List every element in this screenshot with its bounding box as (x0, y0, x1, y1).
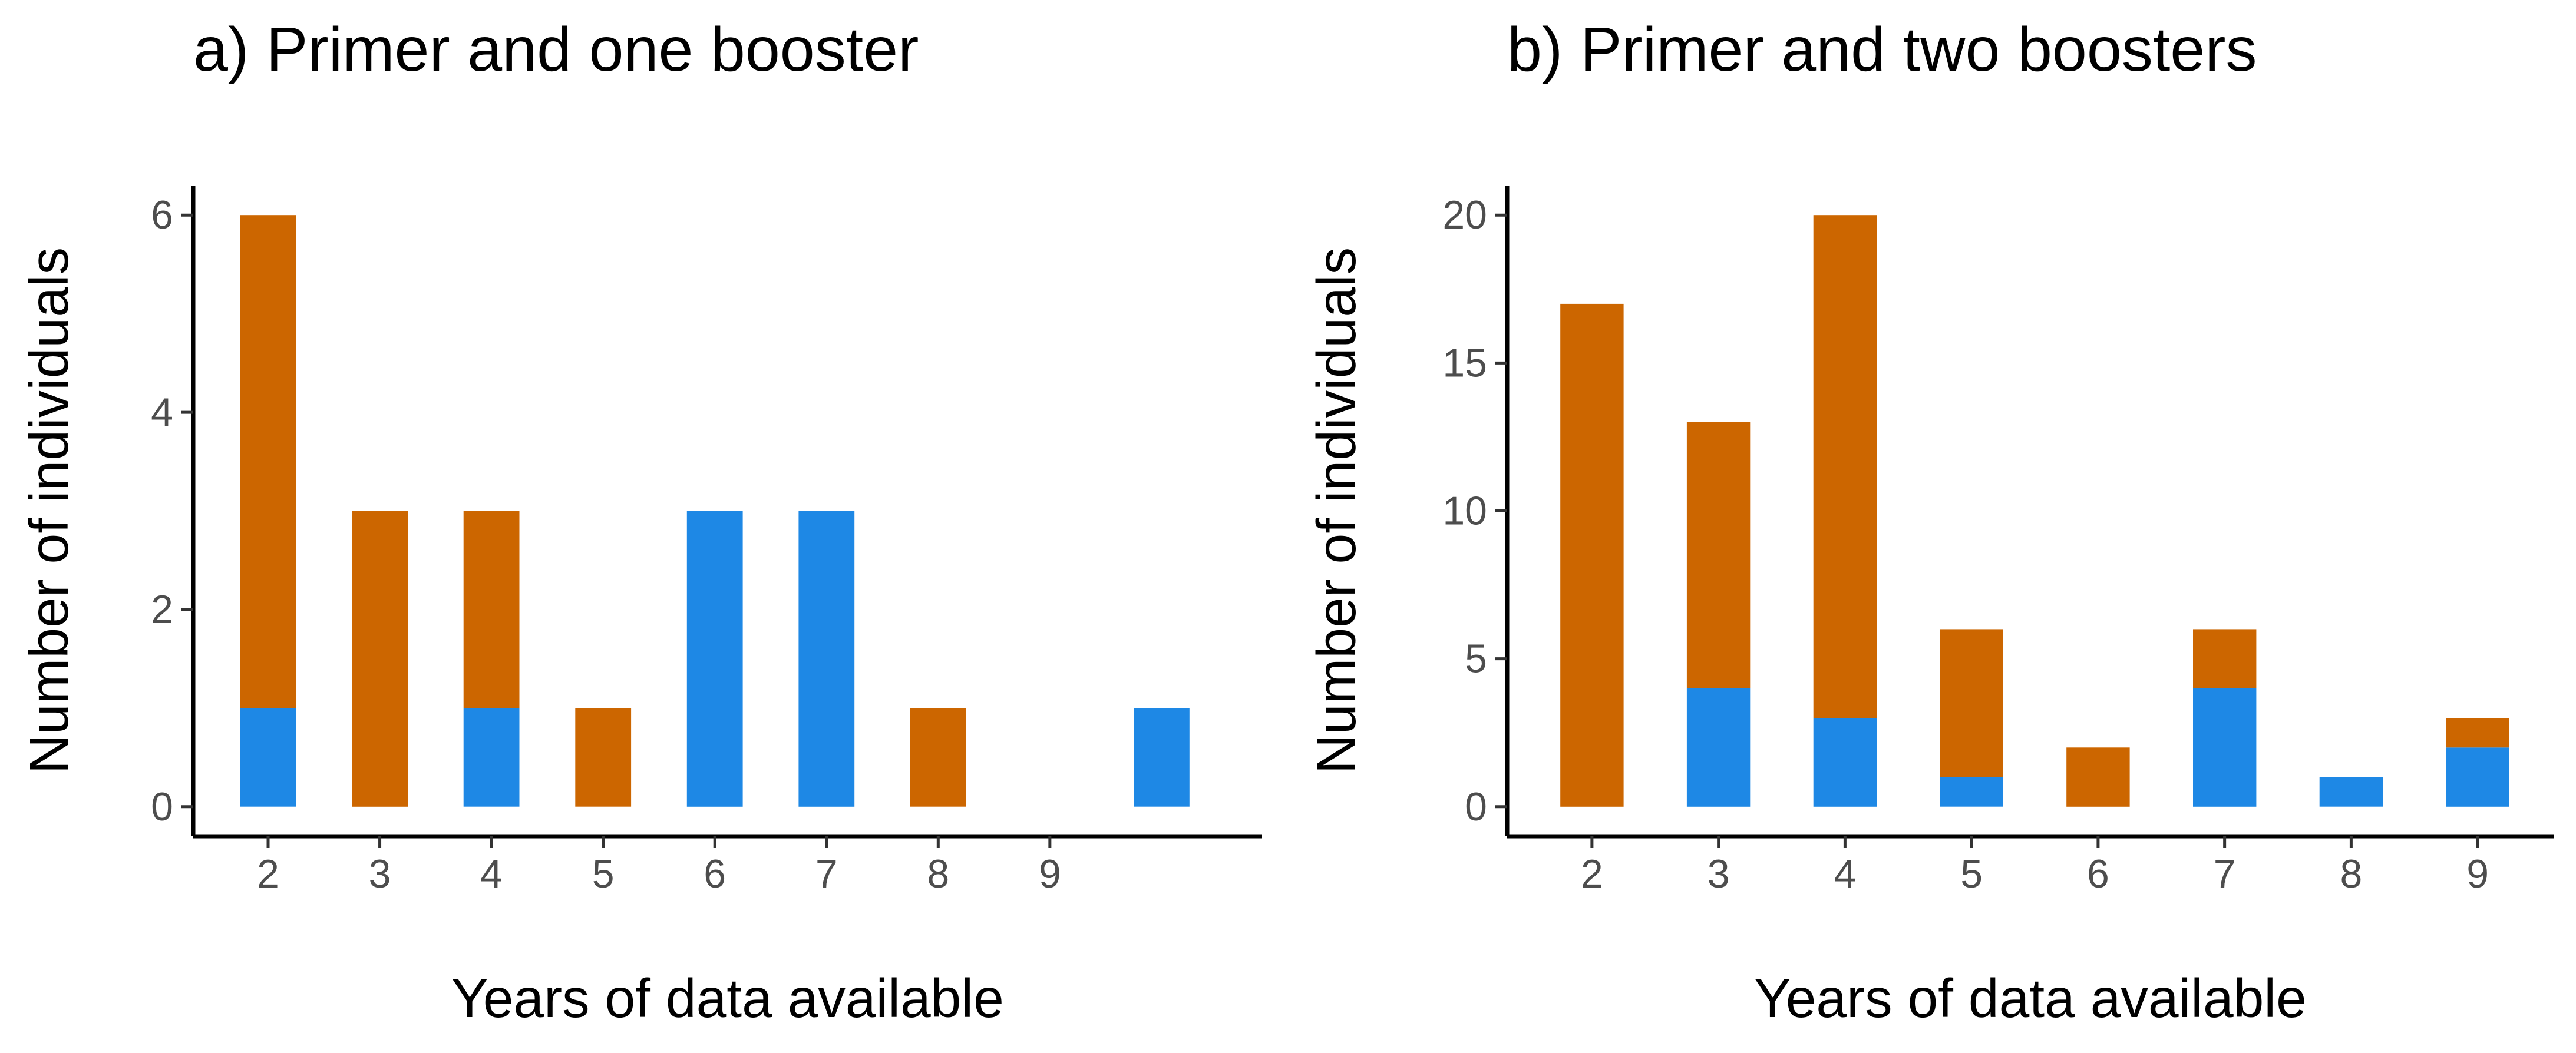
panel-b-bar-orange-0 (1560, 303, 1624, 807)
panel-a-bar-orange-2 (463, 511, 520, 708)
panel-a-y-tick-label-0: 0 (151, 784, 173, 829)
panel-a-y-axis-title: Number of individuals (18, 247, 80, 774)
panel-b-bar-blue-2 (1813, 718, 1877, 807)
panel-a-bar-blue-8 (1134, 708, 1190, 807)
panel-a-y-tick-label-2: 4 (151, 390, 173, 435)
panel-a-x-tick-label-0: 2 (257, 852, 279, 896)
panel-b-x-tick-label-7: 9 (2466, 852, 2489, 896)
panel-b-x-tick-label-5: 7 (2214, 852, 2236, 896)
panel-a-bar-blue-4 (686, 511, 743, 807)
panel-a-bar-orange-1 (352, 511, 408, 807)
panel-b-y-tick-label-0: 0 (1465, 784, 1487, 829)
panel-b-y-tick-label-3: 15 (1442, 340, 1487, 385)
panel-a-bar-blue-2 (463, 708, 520, 807)
panel-a-x-tick-label-1: 3 (369, 852, 391, 896)
panel-a-bar-orange-6 (910, 708, 966, 807)
panel-b-title: b) Primer and two boosters (1507, 15, 2257, 84)
panel-b-bar-orange-3 (1940, 629, 2003, 777)
panel-b-bar-orange-5 (2193, 629, 2257, 688)
panel-a-bar-orange-0 (240, 215, 296, 708)
panel-b-x-tick-label-1: 3 (1708, 852, 1730, 896)
panel-b-bar-blue-7 (2446, 747, 2509, 807)
panel-a-title: a) Primer and one booster (193, 15, 919, 84)
panel-b-x-tick-label-3: 5 (1960, 852, 1983, 896)
panel-b-y-tick-label-2: 10 (1442, 489, 1487, 534)
panel-b-x-tick-label-6: 8 (2340, 852, 2362, 896)
panel-b: b) Primer and two boosters 0 5 10 15 20 2 3 4 5… (1306, 15, 2554, 1029)
panel-b-x-tick-label-0: 2 (1581, 852, 1603, 896)
panel-b-x-ticks: 2 3 4 5 6 7 8 9 (1581, 836, 2489, 896)
panel-a-y-ticks: 0 2 4 6 (151, 193, 193, 829)
panel-b-x-tick-label-2: 4 (1834, 852, 1856, 896)
panel-a-x-tick-label-4: 6 (704, 852, 726, 896)
panel-b-x-axis-title: Years of data available (1754, 968, 2307, 1029)
panel-b-y-tick-label-4: 20 (1442, 193, 1487, 237)
panel-a-bars (240, 215, 1190, 807)
panel-b-y-ticks: 0 5 10 15 20 (1442, 193, 1507, 829)
panel-b-bars (1560, 215, 2509, 807)
panel-b-bar-blue-1 (1686, 688, 1751, 807)
panel-b-bar-blue-3 (1940, 777, 2003, 807)
panel-b-bar-orange-2 (1813, 215, 1877, 718)
panel-a-y-tick-label-1: 2 (151, 587, 173, 632)
panel-a-bar-orange-3 (575, 708, 632, 807)
panel-a-x-tick-label-7: 9 (1039, 852, 1061, 896)
panel-b-bar-orange-4 (2066, 747, 2130, 807)
panel-b-y-tick-label-1: 5 (1465, 637, 1487, 681)
panel-a-x-tick-label-5: 7 (815, 852, 838, 896)
panel-a-x-axis-title: Years of data available (451, 968, 1004, 1029)
panel-a-x-tick-label-3: 5 (592, 852, 615, 896)
panel-a-x-ticks: 2 3 4 5 6 7 8 9 (257, 836, 1061, 896)
panel-b-bar-orange-1 (1686, 422, 1751, 688)
panel-b-x-tick-label-4: 6 (2087, 852, 2109, 896)
panel-a-x-tick-label-6: 8 (927, 852, 949, 896)
panel-b-y-axis-title: Number of individuals (1306, 247, 1367, 774)
panel-a-x-tick-label-2: 4 (480, 852, 503, 896)
panel-b-bar-blue-5 (2193, 688, 2257, 807)
panel-b-bar-orange-7 (2446, 718, 2509, 748)
panel-a-y-tick-label-3: 6 (151, 193, 173, 237)
panel-b-bar-blue-6 (2319, 777, 2383, 807)
panel-a-bar-blue-5 (798, 511, 855, 807)
panel-a-bar-blue-0 (240, 708, 296, 807)
